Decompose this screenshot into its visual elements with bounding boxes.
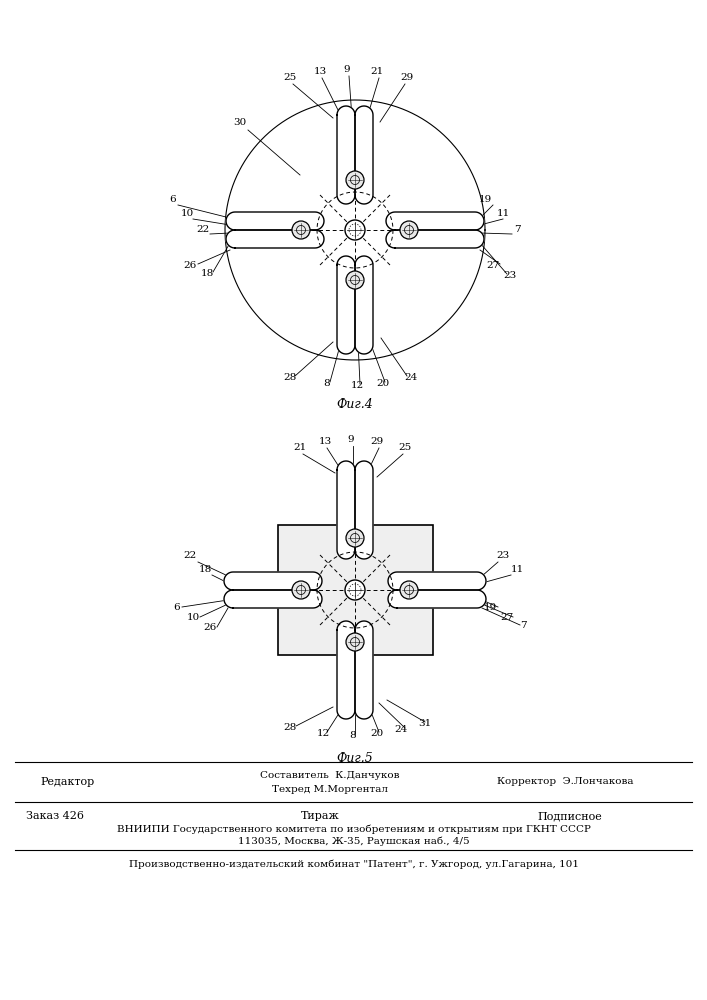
Polygon shape [388,572,486,590]
Text: 30: 30 [233,118,247,127]
Text: 28: 28 [284,373,297,382]
Polygon shape [226,212,324,230]
Bar [278,525,433,655]
Polygon shape [224,590,322,608]
Text: 18: 18 [199,565,211,574]
Text: 20: 20 [376,379,390,388]
Polygon shape [355,461,373,559]
Text: Тираж: Тираж [300,811,339,821]
Text: 27: 27 [501,613,513,622]
Polygon shape [386,212,484,230]
Circle shape [292,581,310,599]
Text: 29: 29 [400,73,414,82]
Text: 20: 20 [370,729,384,738]
Circle shape [345,220,365,240]
Polygon shape [224,572,322,590]
Text: 7: 7 [520,621,526,630]
Text: 23: 23 [496,551,510,560]
Polygon shape [388,590,486,608]
Text: 6: 6 [174,603,180,612]
Polygon shape [337,256,355,354]
Circle shape [400,581,418,599]
Text: 113035, Москва, Ж-35, Раушская наб., 4/5: 113035, Москва, Ж-35, Раушская наб., 4/5 [238,836,470,846]
Text: 23: 23 [503,271,517,280]
Circle shape [400,221,418,239]
Text: 18: 18 [200,269,214,278]
Polygon shape [337,461,355,559]
Polygon shape [355,256,373,354]
Text: 26: 26 [183,261,197,270]
Text: 12: 12 [351,381,363,390]
Text: 13: 13 [318,437,332,446]
Text: Фиг.4: Фиг.4 [337,398,373,412]
Circle shape [346,633,364,651]
Text: 25: 25 [284,73,297,82]
Text: Составитель  К.Данчуков: Составитель К.Данчуков [260,770,399,780]
Text: 9: 9 [344,65,350,74]
Polygon shape [355,621,373,719]
Polygon shape [386,230,484,248]
Text: Производственно-издательский комбинат "Патент", г. Ужгород, ул.Гагарина, 101: Производственно-издательский комбинат "П… [129,859,579,869]
Circle shape [292,221,310,239]
Text: 31: 31 [419,719,432,728]
Text: 7: 7 [514,225,520,234]
Text: 25: 25 [398,443,411,452]
Circle shape [346,171,364,189]
Circle shape [346,529,364,547]
Text: 6: 6 [170,195,176,204]
Text: ВНИИПИ Государственного комитета по изобретениям и открытиям при ГКНТ СССР: ВНИИПИ Государственного комитета по изоб… [117,824,591,834]
Text: 8: 8 [324,379,330,388]
Text: Техред М.Моргентал: Техред М.Моргентал [272,784,388,794]
Text: 8: 8 [350,731,356,740]
Text: Подписное: Подписное [537,811,602,821]
Text: 24: 24 [404,373,418,382]
Text: Корректор  Э.Лончакова: Корректор Э.Лончакова [497,778,633,786]
Polygon shape [337,106,355,204]
Text: Фиг.5: Фиг.5 [337,752,373,764]
Polygon shape [355,106,373,204]
Text: Редактор: Редактор [41,777,95,787]
Text: 26: 26 [204,623,216,632]
Text: 22: 22 [197,225,209,234]
Text: 11: 11 [496,209,510,218]
Text: 19: 19 [479,195,491,204]
Text: 13: 13 [313,67,327,76]
Text: 19: 19 [484,603,496,612]
Polygon shape [337,621,355,719]
Text: 21: 21 [370,67,384,76]
Text: 10: 10 [180,209,194,218]
Text: Заказ 426: Заказ 426 [26,811,84,821]
Text: 9: 9 [348,435,354,444]
Text: 28: 28 [284,723,297,732]
Text: 11: 11 [510,565,524,574]
Circle shape [346,271,364,289]
Text: 22: 22 [183,551,197,560]
Polygon shape [226,230,324,248]
Circle shape [345,580,365,600]
Text: 29: 29 [370,437,384,446]
Text: 10: 10 [187,613,199,622]
Text: 21: 21 [293,443,307,452]
Text: 27: 27 [486,261,500,270]
Text: 24: 24 [395,725,408,734]
Text: 12: 12 [316,729,329,738]
